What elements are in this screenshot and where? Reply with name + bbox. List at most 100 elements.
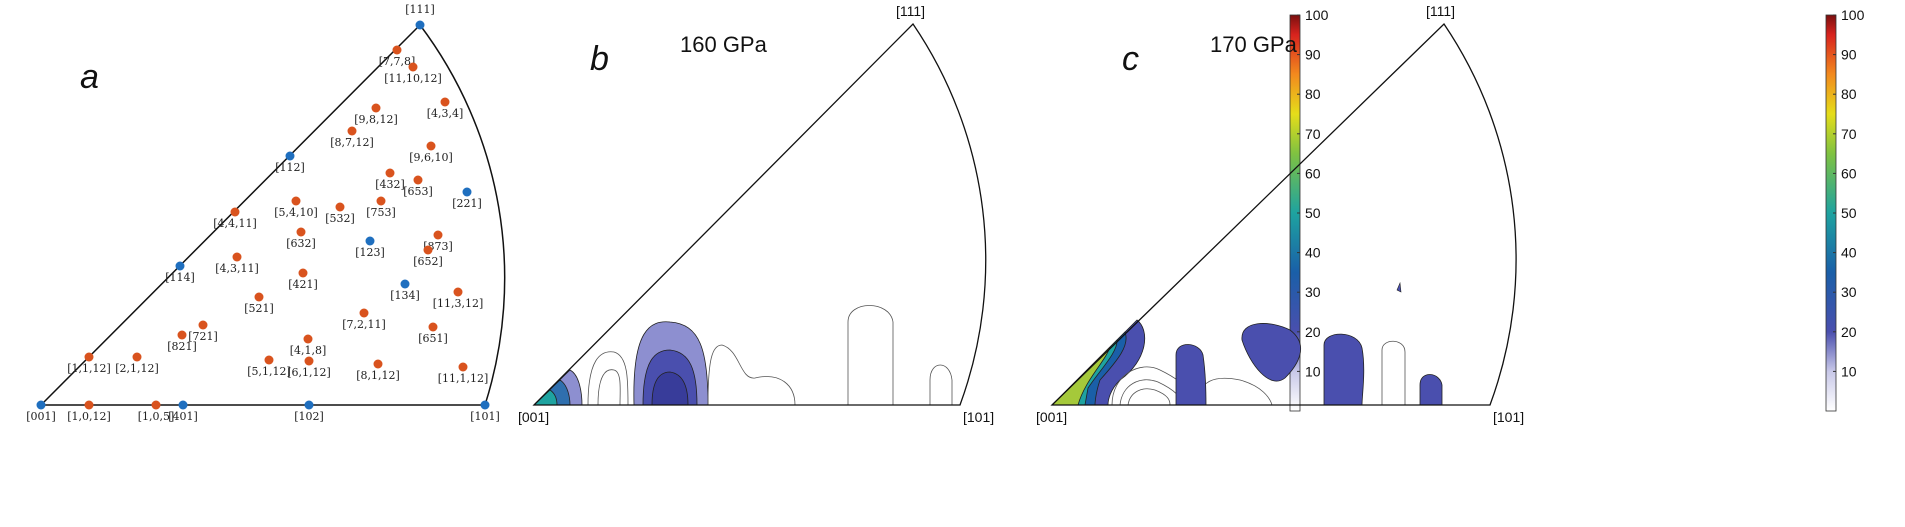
direction-label: [4,4,11] xyxy=(213,217,257,230)
colorbar-tick-label: 20 xyxy=(1841,324,1857,340)
blue-direction-point xyxy=(285,151,295,161)
orange-direction-point xyxy=(458,362,468,372)
colorbar-tick-label: 40 xyxy=(1841,245,1857,261)
colorbar-tick-label: 30 xyxy=(1305,284,1321,300)
direction-label: [721] xyxy=(188,330,218,343)
colorbar-tick-label: 60 xyxy=(1305,165,1321,181)
corner-101-c: [101] xyxy=(1493,409,1524,425)
colorbar-tick-label: 20 xyxy=(1305,324,1321,340)
direction-label: [5,4,10] xyxy=(274,206,318,219)
orange-direction-point xyxy=(453,287,463,297)
direction-label: [112] xyxy=(275,161,305,174)
direction-label: [8,1,12] xyxy=(356,369,400,382)
direction-label: [532] xyxy=(325,212,355,225)
direction-label: [4,1,8] xyxy=(290,344,327,357)
pressure-title-b: 160 GPa xyxy=(680,32,768,57)
direction-label: [652] xyxy=(413,255,443,268)
ipf-triangle-a xyxy=(39,23,506,406)
colorbar-tick-label: 40 xyxy=(1305,245,1321,261)
corner-001-b: [001] xyxy=(518,409,549,425)
panel-label-b: b xyxy=(590,40,609,78)
colorbar-tick-label: 70 xyxy=(1841,126,1857,142)
colorbar-tick-label: 70 xyxy=(1305,126,1321,142)
colorbar-tick-label: 10 xyxy=(1841,363,1857,379)
direction-label: [651] xyxy=(418,332,448,345)
colorbar-tick-label: 80 xyxy=(1841,86,1857,102)
direction-label: [111] xyxy=(405,3,435,16)
orange-direction-point xyxy=(440,97,450,107)
colorbar-tick-label: 30 xyxy=(1841,284,1857,300)
orange-direction-point xyxy=(433,230,443,240)
orange-direction-point xyxy=(347,126,357,136)
orange-direction-point xyxy=(371,103,381,113)
colorbar-tick-label: 80 xyxy=(1305,86,1321,102)
orange-direction-point xyxy=(408,62,418,72)
direction-label: [2,1,12] xyxy=(115,362,159,375)
corner-001-c: [001] xyxy=(1036,409,1067,425)
ipf-triangle-c xyxy=(1050,22,1517,406)
colorbar-tick-label: 60 xyxy=(1841,165,1857,181)
panel-a: a [111] [112] [114] [001] [401] [102] [123] [13… xyxy=(26,3,506,423)
colorbar-tick-label: 10 xyxy=(1305,363,1321,379)
direction-label: [114] xyxy=(165,271,195,284)
orange-direction-point xyxy=(291,196,301,206)
corner-111-c: [111] xyxy=(1426,3,1455,19)
colorbar-tick-label: 90 xyxy=(1841,47,1857,63)
blue-direction-point xyxy=(365,236,375,246)
direction-label: [6,1,12] xyxy=(287,366,331,379)
direction-label: [653] xyxy=(403,185,433,198)
blue-direction-point xyxy=(415,20,425,30)
direction-label: [1,0,5] xyxy=(138,410,175,423)
blue-direction-point xyxy=(462,187,472,197)
blue-direction-point xyxy=(480,400,490,410)
direction-label: [11,3,12] xyxy=(433,297,484,310)
orange-direction-point xyxy=(254,292,264,302)
colorbar-tick-label: 50 xyxy=(1305,205,1321,221)
orange-direction-point xyxy=(232,252,242,262)
direction-label: [421] xyxy=(288,278,318,291)
orange-direction-point xyxy=(132,352,142,362)
direction-label: [401] xyxy=(168,410,198,423)
direction-label: [521] xyxy=(244,302,274,315)
orange-direction-point xyxy=(426,141,436,151)
direction-label: [8,7,12] xyxy=(330,136,374,149)
contours-b xyxy=(532,305,953,406)
direction-label: [1,1,12] xyxy=(67,362,111,375)
direction-label: [001] xyxy=(26,410,56,423)
direction-label: [4,3,11] xyxy=(215,262,259,275)
orange-direction-point xyxy=(230,207,240,217)
direction-label: [4,3,4] xyxy=(427,107,464,120)
orange-direction-point xyxy=(373,359,383,369)
orange-direction-point xyxy=(359,308,369,318)
orange-direction-point xyxy=(151,400,161,410)
direction-label: [221] xyxy=(452,197,482,210)
pressure-title-c: 170 GPa xyxy=(1210,32,1298,57)
direction-label: [134] xyxy=(390,289,420,302)
orange-direction-point xyxy=(376,196,386,206)
orange-direction-point xyxy=(264,355,274,365)
direction-label: [632] xyxy=(286,237,316,250)
blue-direction-point xyxy=(400,279,410,289)
corner-101-b: [101] xyxy=(963,409,994,425)
corner-111-b: [111] xyxy=(896,3,925,19)
blue-direction-point xyxy=(36,400,46,410)
direction-label: [101] xyxy=(470,410,500,423)
panel-label-c: c xyxy=(1122,40,1139,78)
blue-direction-point xyxy=(304,400,314,410)
panel-c: c 170 GPa [111] [001] [101] 10 20 30 40 50 60… xyxy=(1036,3,1865,425)
panel-b: b 160 GPa [111] [001] [101] 10 20 30 40 50 60… xyxy=(518,3,1329,425)
colorbar-tick-label: 100 xyxy=(1305,7,1329,23)
orange-direction-point xyxy=(298,268,308,278)
orange-direction-point xyxy=(335,202,345,212)
contours-c xyxy=(1051,281,1443,406)
panel-label-a: a xyxy=(80,58,99,96)
orange-direction-point xyxy=(296,227,306,237)
direction-label: [9,8,12] xyxy=(354,113,398,126)
blue-direction-point xyxy=(175,261,185,271)
direction-label: [432] xyxy=(375,178,405,191)
direction-label: [123] xyxy=(355,246,385,259)
orange-direction-point xyxy=(177,330,187,340)
direction-label: [11,10,12] xyxy=(384,72,442,85)
orange-direction-point xyxy=(423,245,433,255)
